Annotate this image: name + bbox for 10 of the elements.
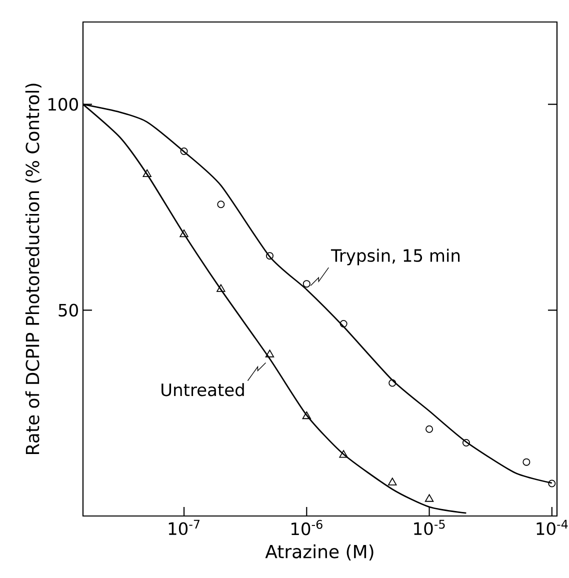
x-tick-label: 10$^{-6}$	[292, 520, 322, 536]
x-tick-label: 10$^{-4}$	[536, 520, 568, 536]
y-tick-label: 50	[58, 304, 78, 317]
y-axis-title: Rate of DCPIP Photoreduction (% Control)	[25, 84, 42, 454]
legend-label: Untreated	[162, 383, 244, 396]
y-tick-label: 100	[48, 98, 78, 111]
x-tick-label: 10$^{-5}$	[414, 520, 445, 536]
x-axis-title: Atrazine (M)	[265, 544, 374, 560]
text: Trypsin, 15 min	[330, 248, 460, 266]
x-tick-label: 10$^{-7}$	[168, 520, 200, 536]
